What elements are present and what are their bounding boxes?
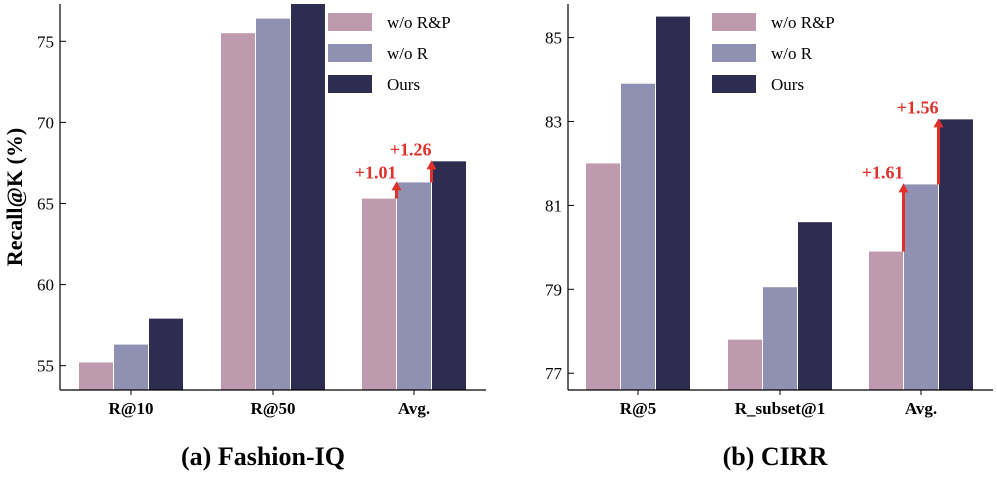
x-tick-label-avg: Avg.	[905, 399, 937, 418]
improvement-label: +1.26	[390, 139, 432, 159]
bar-w-o-r-p-r-50	[221, 33, 255, 391]
bar-w-o-r-p-avg	[869, 251, 903, 390]
bar-w-o-r-p-r-subset-1	[728, 339, 762, 390]
bar-w-o-r-r-5	[621, 83, 655, 390]
y-tick-label: 75	[37, 32, 54, 51]
legend-swatch-w-o-r	[328, 44, 372, 62]
bar-w-o-r-p-r-5	[586, 163, 620, 390]
y-tick-label: 83	[545, 112, 562, 131]
bar-ours-r-10	[149, 318, 183, 390]
legend-swatch-ours	[328, 75, 372, 93]
bar-ours-avg	[939, 119, 973, 390]
legend-label-w-o-r-p: w/o R&P	[387, 13, 451, 32]
x-tick-label-r-subset-1: R_subset@1	[735, 399, 825, 418]
y-tick-label: 60	[37, 276, 54, 295]
bar-ours-r-subset-1	[798, 222, 832, 390]
bar-ours-r-5	[656, 16, 690, 391]
x-tick-label-r-50: R@50	[250, 399, 295, 418]
chart-panel-fashion-iq: 55 60 65 70 75 R@10 R@50 Avg. w/o R&P w/o R Ours Re…	[2, 4, 486, 471]
bar-w-o-r-avg	[397, 182, 431, 390]
legend-label-ours: Ours	[771, 75, 804, 94]
legend-label-w-o-r-p: w/o R&P	[771, 13, 835, 32]
legend-label-w-o-r: w/o R	[387, 44, 429, 63]
bar-w-o-r-r-subset-1	[763, 287, 797, 390]
improvement-label: +1.61	[862, 162, 904, 182]
legend-swatch-w-o-r	[712, 44, 756, 62]
y-tick-label: 77	[545, 364, 563, 383]
x-tick-label-r-5: R@5	[620, 399, 657, 418]
chart-panel-cirr: 77 79 81 83 85 R@5 R_subset@1 Avg. w/o R&P w/o R O…	[545, 4, 993, 471]
bar-w-o-r-p-r-10	[79, 362, 113, 390]
legend-label-w-o-r: w/o R	[771, 44, 813, 63]
legend-swatch-w-o-r-p	[712, 13, 756, 31]
y-tick-label: 79	[545, 280, 562, 299]
x-tick-label-avg: Avg.	[398, 399, 430, 418]
y-tick-label: 85	[545, 29, 562, 48]
bar-ours-avg	[432, 161, 466, 390]
bar-w-o-r-r-50	[256, 18, 290, 390]
bar-w-o-r-avg	[904, 184, 938, 390]
legend-swatch-w-o-r-p	[328, 13, 372, 31]
y-tick-label: 81	[545, 196, 562, 215]
y-axis-label: Recall@K (%)	[2, 128, 27, 266]
chart-caption: (a) Fashion-IQ	[181, 442, 345, 471]
improvement-label: +1.56	[897, 97, 939, 117]
legend-swatch-ours	[712, 75, 756, 93]
bar-w-o-r-r-10	[114, 344, 148, 390]
x-tick-label-r-10: R@10	[108, 399, 153, 418]
y-tick-label: 55	[37, 357, 54, 376]
y-tick-label: 65	[37, 194, 54, 213]
improvement-arrow-head	[426, 160, 437, 170]
chart-caption: (b) CIRR	[723, 442, 828, 471]
improvement-label: +1.01	[355, 162, 397, 182]
bar-ours-r-50	[291, 4, 325, 390]
improvement-arrow-head	[898, 183, 909, 193]
y-tick-label: 70	[37, 113, 54, 132]
improvement-arrow-head	[933, 118, 944, 128]
bar-w-o-r-p-avg	[362, 198, 396, 390]
legend-label-ours: Ours	[387, 75, 420, 94]
improvement-arrow-head	[391, 181, 402, 191]
